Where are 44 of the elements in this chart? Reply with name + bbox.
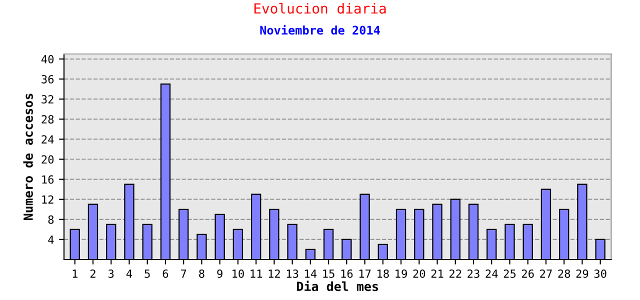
y-tick-label: 8 xyxy=(48,215,54,224)
x-tick-label: 1 xyxy=(72,270,78,278)
x-tick-label: 24 xyxy=(486,269,498,278)
x-tick-label: 4 xyxy=(126,270,132,278)
x-tick-label: 7 xyxy=(180,270,186,278)
x-tick-label: 20 xyxy=(413,269,426,278)
x-tick-label: 27 xyxy=(540,269,552,278)
y-tick-label: 16 xyxy=(42,175,54,184)
x-tick-label: 17 xyxy=(359,270,371,278)
y-tick-label: 4 xyxy=(48,236,54,244)
x-tick-label: 15 xyxy=(323,270,334,278)
x-tick-label: 18 xyxy=(378,269,389,278)
x-tick-label: 11 xyxy=(250,270,262,278)
x-tick-label: 23 xyxy=(468,269,480,278)
chart-title: Evolucion diaria xyxy=(254,2,386,14)
x-tick-label: 2 xyxy=(90,269,96,278)
x-axis-title: Dia del mes xyxy=(297,280,378,292)
x-tick-label: 5 xyxy=(144,270,150,278)
x-tick-label: 29 xyxy=(576,269,588,278)
y-tick-label: 20 xyxy=(42,155,54,164)
x-tick-label: 3 xyxy=(108,269,114,278)
y-tick-label: 40 xyxy=(41,55,54,64)
x-tick-label: 28 xyxy=(558,269,570,278)
x-tick-label: 22 xyxy=(450,269,462,278)
x-tick-label: 26 xyxy=(522,269,534,278)
x-tick-label: 9 xyxy=(217,269,222,278)
y-tick-label: 24 xyxy=(42,135,54,144)
chart-subtitle: Noviembre de 2014 xyxy=(260,24,380,35)
x-tick-label: 12 xyxy=(268,269,280,278)
x-tick-label: 16 xyxy=(341,269,353,278)
y-tick-label: 12 xyxy=(42,195,54,204)
x-tick-label: 14 xyxy=(305,270,317,278)
x-tick-label: 19 xyxy=(396,269,407,278)
x-tick-label: 13 xyxy=(286,269,298,278)
x-tick-label: 30 xyxy=(594,269,606,278)
x-tick-label: 6 xyxy=(162,269,168,278)
x-tick-label: 10 xyxy=(232,269,244,278)
x-tick-label: 21 xyxy=(431,269,444,278)
x-tick-label: 8 xyxy=(199,269,204,278)
y-axis-title: Numero de accesos xyxy=(23,94,33,220)
y-tick-label: 28 xyxy=(42,115,54,124)
x-tick-label: 25 xyxy=(504,269,516,278)
y-tick-label: 36 xyxy=(42,75,54,84)
y-tick-label: 32 xyxy=(42,95,54,104)
